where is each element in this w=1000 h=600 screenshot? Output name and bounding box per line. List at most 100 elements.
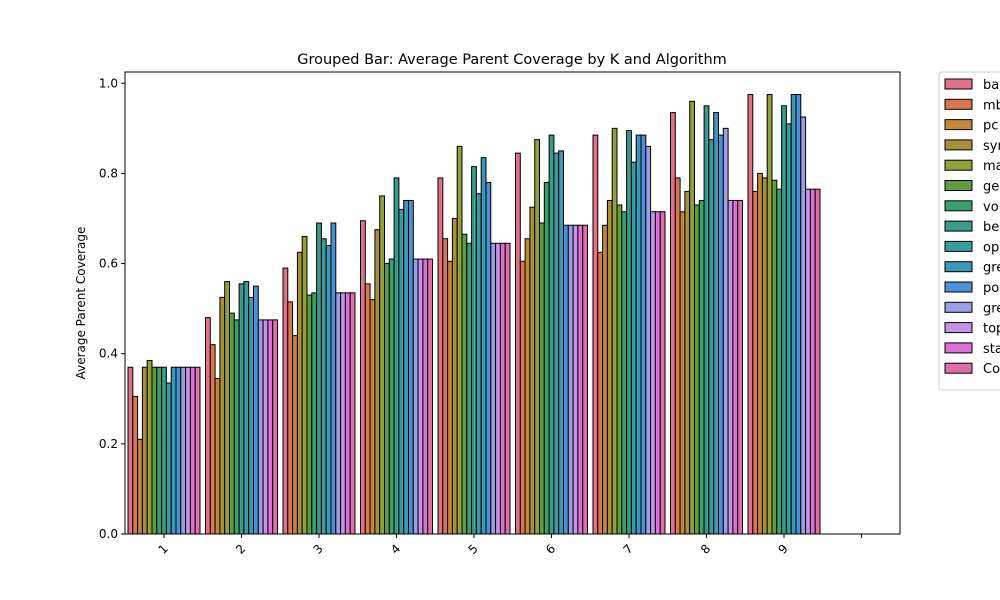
legend-label: op — [983, 240, 999, 255]
legend-label: sta — [983, 342, 1000, 357]
bar — [529, 206, 536, 535]
bar — [757, 172, 763, 535]
bar — [141, 366, 148, 535]
bar — [233, 319, 240, 535]
bar — [635, 134, 642, 535]
bar — [127, 366, 134, 535]
bar — [659, 211, 666, 535]
legend-label: be — [983, 220, 999, 235]
bar — [654, 211, 661, 535]
bar — [335, 292, 342, 535]
bar — [475, 193, 482, 535]
bar — [412, 258, 419, 535]
bar — [170, 366, 177, 535]
legend-label: top — [983, 322, 1000, 337]
bar — [722, 127, 729, 535]
bar — [495, 242, 501, 535]
bar — [451, 217, 458, 535]
bar — [364, 283, 371, 535]
bar — [209, 344, 216, 535]
bar — [737, 199, 744, 535]
bar — [480, 157, 487, 535]
legend: ba mb pc syr ma ge vo be op gre po gre top sta Co — [938, 71, 1000, 391]
bar — [296, 251, 303, 535]
bar — [611, 127, 618, 535]
bar — [809, 188, 816, 535]
bar — [621, 211, 628, 535]
bar — [330, 222, 337, 535]
bar — [785, 123, 792, 535]
bar — [224, 281, 230, 535]
y-axis-title: Average Parent Coverage — [74, 227, 88, 380]
bar — [630, 161, 637, 535]
bar — [471, 166, 477, 535]
bar — [292, 335, 298, 535]
bar — [626, 130, 632, 535]
bar — [781, 105, 787, 535]
bar — [490, 242, 497, 535]
bar — [442, 238, 449, 535]
bar — [553, 152, 560, 535]
bar — [790, 94, 797, 535]
bar — [437, 177, 444, 535]
bar — [567, 224, 574, 535]
bar — [205, 317, 211, 535]
bar — [800, 116, 807, 535]
bar — [156, 366, 163, 535]
bar — [379, 195, 386, 535]
bar — [427, 258, 434, 535]
legend-swatch — [944, 301, 973, 313]
bar — [272, 319, 279, 535]
y-tick-label: 0.6 — [99, 257, 118, 271]
legend-label: gre — [983, 301, 1000, 316]
bar — [689, 100, 696, 535]
bar — [137, 438, 143, 535]
bar — [287, 301, 294, 535]
bar — [422, 258, 429, 535]
bar — [417, 258, 424, 535]
bar — [369, 299, 376, 535]
chart-title: Grouped Bar: Average Parent Coverage by … — [297, 52, 727, 68]
legend-label: ge — [983, 180, 999, 195]
bar — [713, 112, 720, 535]
bar — [766, 94, 773, 535]
bar — [645, 145, 652, 535]
y-tick-label: 0.8 — [99, 166, 118, 180]
legend-swatch — [944, 200, 973, 212]
y-axis: 0.0 0.2 0.4 0.6 0.8 1.0 — [99, 76, 125, 541]
bar — [408, 199, 414, 535]
bar — [602, 224, 608, 535]
legend-swatch — [944, 180, 973, 191]
bar — [485, 181, 492, 535]
bar — [795, 94, 802, 535]
legend-swatch — [944, 159, 973, 171]
bar — [344, 292, 351, 535]
bar — [219, 296, 226, 535]
bar — [165, 382, 172, 535]
bar — [248, 296, 254, 535]
bar — [349, 292, 356, 535]
bar — [388, 258, 395, 535]
bar — [558, 150, 565, 535]
plot-frame — [124, 71, 901, 535]
bar — [592, 134, 599, 535]
bar — [543, 181, 550, 535]
y-tick-label: 0.4 — [99, 347, 118, 361]
bar — [606, 199, 613, 535]
bar — [243, 281, 250, 535]
x-tick-label: 8 — [698, 542, 713, 557]
bar — [185, 366, 191, 535]
bar — [563, 224, 569, 535]
legend-swatch — [944, 139, 973, 151]
bar — [597, 251, 604, 535]
bar — [253, 285, 259, 535]
x-tick-label: 6 — [543, 542, 558, 557]
legend-swatch — [944, 362, 973, 374]
bar — [229, 312, 235, 535]
bar — [282, 267, 289, 535]
bar — [694, 204, 700, 535]
y-tick-label: 1.0 — [99, 76, 118, 90]
legend-swatch — [944, 240, 973, 252]
bar — [267, 319, 274, 535]
